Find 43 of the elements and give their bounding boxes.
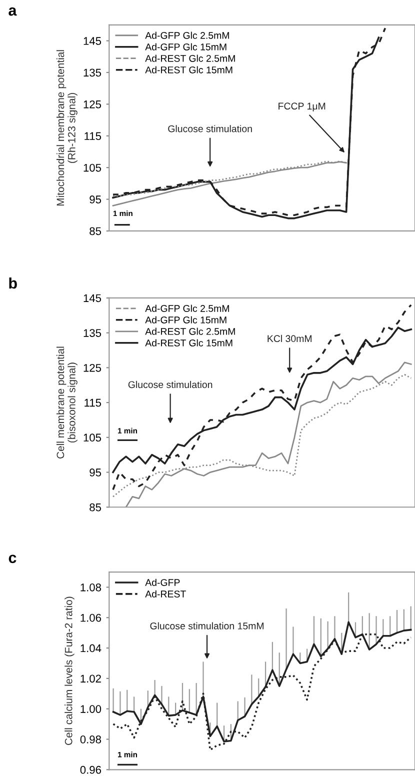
y-tick-label: 85 bbox=[90, 227, 102, 236]
y-tick-label: 135 bbox=[84, 68, 102, 77]
chart-title: a bbox=[8, 7, 17, 16]
y-tick-label: 0.98 bbox=[80, 736, 102, 744]
legend-label: Ad-REST Glc 2.5mM bbox=[145, 328, 235, 335]
annotation: Glucose stimulation bbox=[168, 125, 252, 132]
annotation: KCl 30mM bbox=[268, 334, 312, 342]
legend-label: Ad-GFP Glc 2.5mM bbox=[145, 304, 229, 312]
y-tick-label: 95 bbox=[90, 468, 102, 476]
y-tick-label: 125 bbox=[84, 364, 102, 372]
legend-label: Ad-GFP Glc 2.5mM bbox=[145, 32, 229, 39]
y-tick-label: 1.00 bbox=[80, 705, 102, 713]
y-axis-title: Cell calcium levels (Fura-2 ratio) bbox=[64, 596, 74, 745]
legend-label: Ad-REST bbox=[145, 590, 186, 598]
y-tick-label: 145 bbox=[84, 37, 102, 45]
y-tick-label: 115 bbox=[84, 398, 102, 407]
y-tick-label: 95 bbox=[90, 196, 102, 204]
y-tick-label: 105 bbox=[84, 164, 102, 172]
annotation: Glucose stimulation bbox=[128, 380, 212, 388]
y-tick-label: 125 bbox=[84, 100, 102, 108]
y-tick-label: 135 bbox=[84, 329, 102, 337]
legend-label: Ad-GFP bbox=[145, 578, 180, 586]
y-tick-label: 115 bbox=[84, 132, 102, 140]
line-series bbox=[112, 304, 412, 491]
annotation: FCCP 1μM bbox=[278, 102, 326, 112]
y-axis-title: Cell membrane potential (bisoxonol signal) bbox=[56, 346, 78, 458]
y-axis-title: Mitochondrial membrane potential (Rh-123 signal) bbox=[56, 50, 78, 206]
chart-title: c bbox=[8, 554, 16, 564]
y-tick-label: 1.02 bbox=[80, 674, 101, 683]
y-tick-label: 85 bbox=[90, 503, 102, 512]
legend-label: Ad-REST Glc 15mM bbox=[145, 66, 232, 74]
y-tick-label: 0.96 bbox=[80, 766, 102, 774]
legend-label: Ad-REST Glc 2.5mM bbox=[145, 54, 235, 62]
chart-title: b bbox=[9, 277, 17, 289]
y-tick-label: 145 bbox=[84, 294, 102, 302]
annotation: Glucose stimulation 15mM bbox=[150, 622, 264, 630]
y-tick-label: 105 bbox=[84, 434, 102, 442]
legend-label: Ad-GFP Glc 15mM bbox=[145, 316, 226, 324]
legend-label: Ad-GFP Glc 15mM bbox=[145, 43, 226, 50]
y-tick-label: 1.04 bbox=[80, 644, 102, 652]
y-tick-label: 1.06 bbox=[80, 614, 102, 622]
legend-label: Ad-REST Glc 15mM bbox=[145, 339, 232, 346]
y-tick-label: 1.08 bbox=[80, 583, 102, 592]
